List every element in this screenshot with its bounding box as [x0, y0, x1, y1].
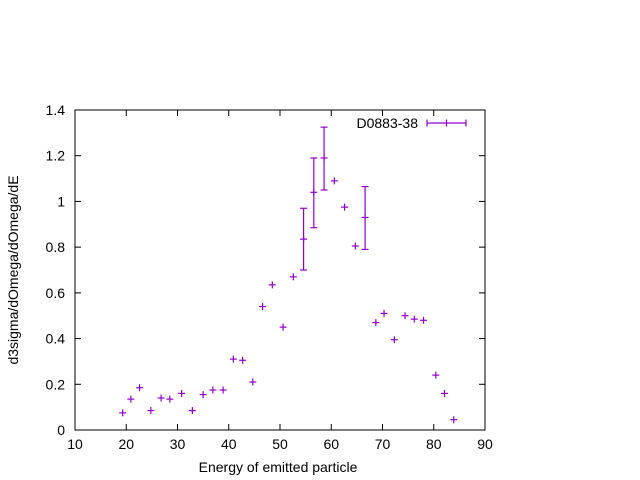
x-tick-label: 10 [67, 436, 83, 452]
data-point [157, 394, 165, 402]
y-tick-label: 1 [57, 193, 65, 209]
x-tick-label: 60 [323, 436, 339, 452]
data-point [259, 303, 267, 311]
x-tick-label: 50 [272, 436, 288, 452]
axes [74, 109, 486, 431]
data-point [147, 407, 155, 415]
error-bar [310, 157, 318, 229]
y-tick-label: 0.8 [46, 239, 66, 255]
data-point [441, 389, 449, 397]
data-point [330, 177, 338, 185]
x-tick-label: 80 [426, 436, 442, 452]
legend-label: D0883-38 [357, 115, 419, 131]
data-point [401, 312, 409, 320]
error-bar [361, 185, 369, 251]
data-point [341, 203, 349, 211]
data-point [199, 391, 207, 399]
data-point [420, 316, 427, 324]
data-point [119, 409, 127, 417]
data-point [229, 355, 237, 363]
data-point [127, 395, 135, 403]
legend-sample [426, 119, 467, 127]
ticks: 10 20 30 40 50 60 70 80 90 0 0.2 0.4 0.6 0.8 1 1.2 1.4 [46, 102, 493, 452]
data-point [390, 336, 398, 344]
data-point [209, 386, 217, 394]
data-point [310, 157, 318, 229]
data-point [300, 207, 308, 271]
data-point [320, 126, 328, 191]
x-tick-label: 40 [221, 436, 237, 452]
data-point [268, 281, 276, 289]
y-tick-label: 1.4 [46, 102, 66, 118]
x-tick-label: 20 [118, 436, 134, 452]
data-point [249, 378, 257, 386]
data-point [289, 273, 297, 281]
data-point [361, 185, 369, 251]
data-point [188, 407, 196, 415]
y-tick-label: 0.6 [46, 285, 66, 301]
y-tick-label: 0 [57, 422, 65, 438]
error-bar [300, 207, 308, 271]
data-point [136, 384, 144, 392]
x-tick-label: 90 [477, 436, 493, 452]
data-point [450, 416, 458, 424]
error-bar [320, 126, 328, 191]
legend: D0883-38 [357, 115, 467, 131]
data-point [279, 323, 287, 331]
data-point [239, 356, 247, 364]
y-tick-label: 0.2 [46, 376, 66, 392]
x-tick-label: 70 [375, 436, 391, 452]
x-tick-label: 30 [170, 436, 186, 452]
data-point [410, 315, 418, 323]
y-tick-label: 1.2 [46, 148, 66, 164]
data-point [432, 371, 440, 379]
data-points [119, 126, 458, 424]
data-point [178, 389, 186, 397]
data-point [372, 319, 380, 327]
y-tick-label: 0.4 [46, 331, 66, 347]
data-point [219, 386, 227, 394]
y-axis-label: d3sigma/dOmega/dOmega/dE [5, 175, 21, 364]
plot-frame [74, 109, 486, 431]
x-axis-label: Energy of emitted particle [199, 459, 358, 475]
data-point [380, 309, 388, 317]
data-point [351, 242, 359, 250]
data-point [166, 395, 174, 403]
